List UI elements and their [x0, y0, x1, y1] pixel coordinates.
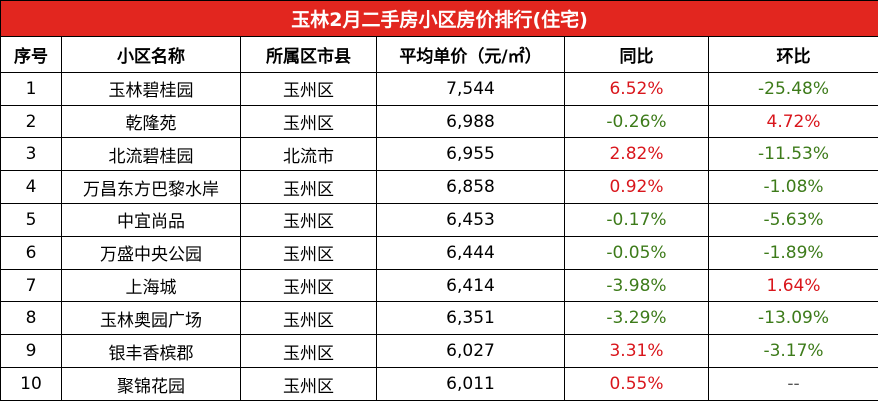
- data-row: 10 聚锦花园 玉州区 6,011 0.55% --: [0, 367, 878, 401]
- cell: 1.64%: [707, 268, 878, 303]
- cell: 玉林碧桂园: [61, 71, 241, 106]
- cell: 乾隆苑: [61, 104, 241, 139]
- cell: 玉州区: [240, 301, 377, 336]
- cell: -3.98%: [564, 268, 709, 303]
- cell: 银丰香槟郡: [61, 334, 241, 369]
- cell: 8: [0, 301, 62, 336]
- cell: 1: [0, 71, 62, 106]
- cell: 北流碧桂园: [61, 137, 241, 172]
- cell: -25.48%: [707, 71, 878, 106]
- data-row: 5 中宜尚品 玉州区 6,453 -0.17% -5.63%: [0, 203, 878, 237]
- cell: 玉州区: [240, 235, 377, 270]
- cell: 6.52%: [564, 71, 709, 106]
- cell: 6,414: [376, 268, 565, 303]
- cell: 7,544: [376, 71, 565, 106]
- column-header: 序号: [0, 35, 62, 73]
- cell: -3.17%: [707, 334, 878, 369]
- data-row: 6 万盛中央公园 玉州区 6,444 -0.05% -1.89%: [0, 235, 878, 270]
- cell: 玉州区: [240, 203, 377, 237]
- cell: 4: [0, 170, 62, 205]
- cell: 上海城: [61, 268, 241, 303]
- cell: 6,955: [376, 137, 565, 172]
- cell: 玉州区: [240, 170, 377, 205]
- data-row: 7 上海城 玉州区 6,414 -3.98% 1.64%: [0, 268, 878, 303]
- column-header: 平均单价（元/㎡）: [376, 35, 565, 73]
- cell: 10: [0, 367, 62, 401]
- data-row: 1 玉林碧桂园 玉州区 7,544 6.52% -25.48%: [0, 71, 878, 106]
- cell: 玉州区: [240, 334, 377, 369]
- header-row: 序号 小区名称 所属区市县 平均单价（元/㎡） 同比 环比: [0, 35, 878, 73]
- cell: -13.09%: [707, 301, 878, 336]
- cell: 6,453: [376, 203, 565, 237]
- cell: 玉州区: [240, 367, 377, 401]
- cell: 0.92%: [564, 170, 709, 205]
- cell: 6: [0, 235, 62, 270]
- cell: 玉州区: [240, 104, 377, 139]
- cell: -0.17%: [564, 203, 709, 237]
- cell: -1.08%: [707, 170, 878, 205]
- cell: 6,351: [376, 301, 565, 336]
- cell: 6,988: [376, 104, 565, 139]
- column-header: 所属区市县: [240, 35, 377, 73]
- cell: 9: [0, 334, 62, 369]
- cell: -0.05%: [564, 235, 709, 270]
- cell: 7: [0, 268, 62, 303]
- cell: 6,444: [376, 235, 565, 270]
- cell: 4.72%: [707, 104, 878, 139]
- cell: 6,011: [376, 367, 565, 401]
- cell: -1.89%: [707, 235, 878, 270]
- column-header: 小区名称: [61, 35, 241, 73]
- cell: 2.82%: [564, 137, 709, 172]
- cell: 6,027: [376, 334, 565, 369]
- column-header: 同比: [564, 35, 709, 73]
- data-row: 3 北流碧桂园 北流市 6,955 2.82% -11.53%: [0, 137, 878, 172]
- cell: -3.29%: [564, 301, 709, 336]
- cell: -11.53%: [707, 137, 878, 172]
- cell: 聚锦花园: [61, 367, 241, 401]
- cell: 6,858: [376, 170, 565, 205]
- cell: 3: [0, 137, 62, 172]
- column-header: 环比: [707, 35, 878, 73]
- cell: -5.63%: [707, 203, 878, 237]
- cell: 5: [0, 203, 62, 237]
- cell: 玉州区: [240, 71, 377, 106]
- cell: 0.55%: [564, 367, 709, 401]
- cell: 北流市: [240, 137, 377, 172]
- data-row: 9 银丰香槟郡 玉州区 6,027 3.31% -3.17%: [0, 334, 878, 369]
- cell: -0.26%: [564, 104, 709, 139]
- cell: 2: [0, 104, 62, 139]
- title-row: 玉林2月二手房小区房价排行(住宅): [0, 0, 878, 37]
- cell: 玉州区: [240, 268, 377, 303]
- cell: --: [707, 367, 878, 401]
- cell: 万昌东方巴黎水岸: [61, 170, 241, 205]
- data-row: 8 玉林奥园广场 玉州区 6,351 -3.29% -13.09%: [0, 301, 878, 336]
- data-row: 4 万昌东方巴黎水岸 玉州区 6,858 0.92% -1.08%: [0, 170, 878, 205]
- cell: 3.31%: [564, 334, 709, 369]
- cell: 玉林奥园广场: [61, 301, 241, 336]
- cell: 中宜尚品: [61, 203, 241, 237]
- data-row: 2 乾隆苑 玉州区 6,988 -0.26% 4.72%: [0, 104, 878, 139]
- cell: 万盛中央公园: [61, 235, 241, 270]
- table-title: 玉林2月二手房小区房价排行(住宅): [0, 0, 878, 37]
